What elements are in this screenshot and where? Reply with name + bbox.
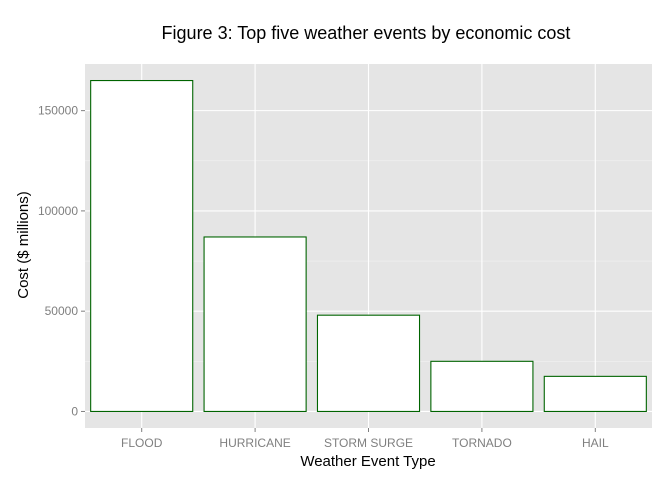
bars-group — [90, 79, 647, 413]
y-tick-label: 0 — [71, 404, 78, 418]
y-tick-label: 50000 — [45, 304, 79, 318]
x-tick-label: HURRICANE — [219, 436, 290, 450]
x-tick-label: TORNADO — [452, 436, 512, 450]
bar-tornado — [430, 360, 534, 413]
bar-storm-surge — [316, 314, 421, 413]
x-tick-label: HAIL — [582, 436, 609, 450]
y-tick-label: 150000 — [38, 104, 78, 118]
bar-hail — [543, 375, 647, 413]
y-axis-ticks: 0 50000 100000 150000 — [38, 104, 85, 418]
x-tick-label: FLOOD — [121, 436, 163, 450]
chart-title: Figure 3: Top five weather events by eco… — [162, 23, 571, 43]
x-axis-ticks: FLOOD HURRICANE STORM SURGE TORNADO HAIL — [121, 428, 609, 450]
y-axis-title: Cost ($ millions) — [15, 191, 32, 299]
y-tick-label: 100000 — [38, 204, 78, 218]
bar-hurricane — [203, 236, 307, 413]
bar-flood — [90, 79, 194, 413]
x-tick-label: STORM SURGE — [324, 436, 413, 450]
x-axis-title: Weather Event Type — [300, 453, 435, 470]
